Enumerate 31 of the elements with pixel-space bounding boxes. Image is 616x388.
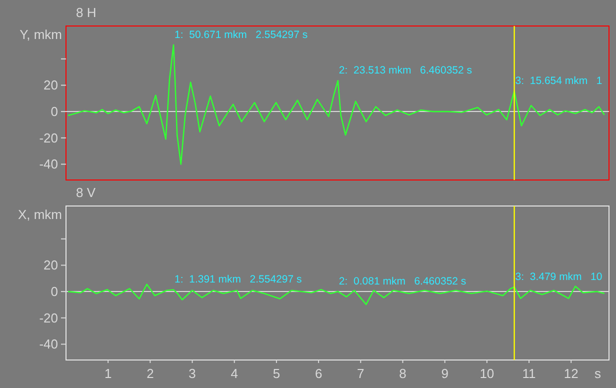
y-tick-label: -40 [39,336,58,352]
y-tick-label: 20 [44,78,58,93]
x-tick-label: 5 [272,366,280,381]
x-tick-label: 7 [357,366,364,381]
annotation: 2: 23.513 mkm 6.460352 s [338,64,472,77]
x-tick-label: 4 [230,366,238,381]
x-tick-label: 6 [314,366,322,381]
x-tick-label: 8 [399,366,406,381]
x-tick-label: 11 [522,366,536,381]
x-tick-label: 3 [188,366,196,381]
annotation: 2: 0.081 mkm 6.460352 s [338,275,466,288]
y-tick-label: 0 [50,104,58,120]
chart-title: 8 H [76,5,96,20]
x-tick-label: 9 [441,366,448,381]
x-axis-title: s [594,366,602,381]
y-axis-title: Y, mkm [20,27,62,42]
annotation: 1: 50.671 mkm 2.554297 s [174,28,308,41]
x-tick-label: 1 [104,366,112,381]
x-tick-label: 10 [480,366,494,381]
x-tick-label: 12 [564,366,578,381]
y-axis-title: X, mkm [18,207,62,222]
annotation: 3: 3.479 mkm 10 [515,270,602,283]
x-tick-label: 2 [146,366,154,381]
chart-title: 8 V [76,185,96,200]
y-tick-label: 0 [50,284,58,300]
y-tick-label: 20 [44,258,58,273]
y-tick-label: -20 [39,130,58,146]
annotation: 3: 15.654 mkm 1 [515,74,602,87]
annotation: 1: 1.391 mkm 2.554297 s [174,274,302,286]
y-tick-label: -20 [39,310,58,326]
y-tick-label: -40 [39,156,58,172]
